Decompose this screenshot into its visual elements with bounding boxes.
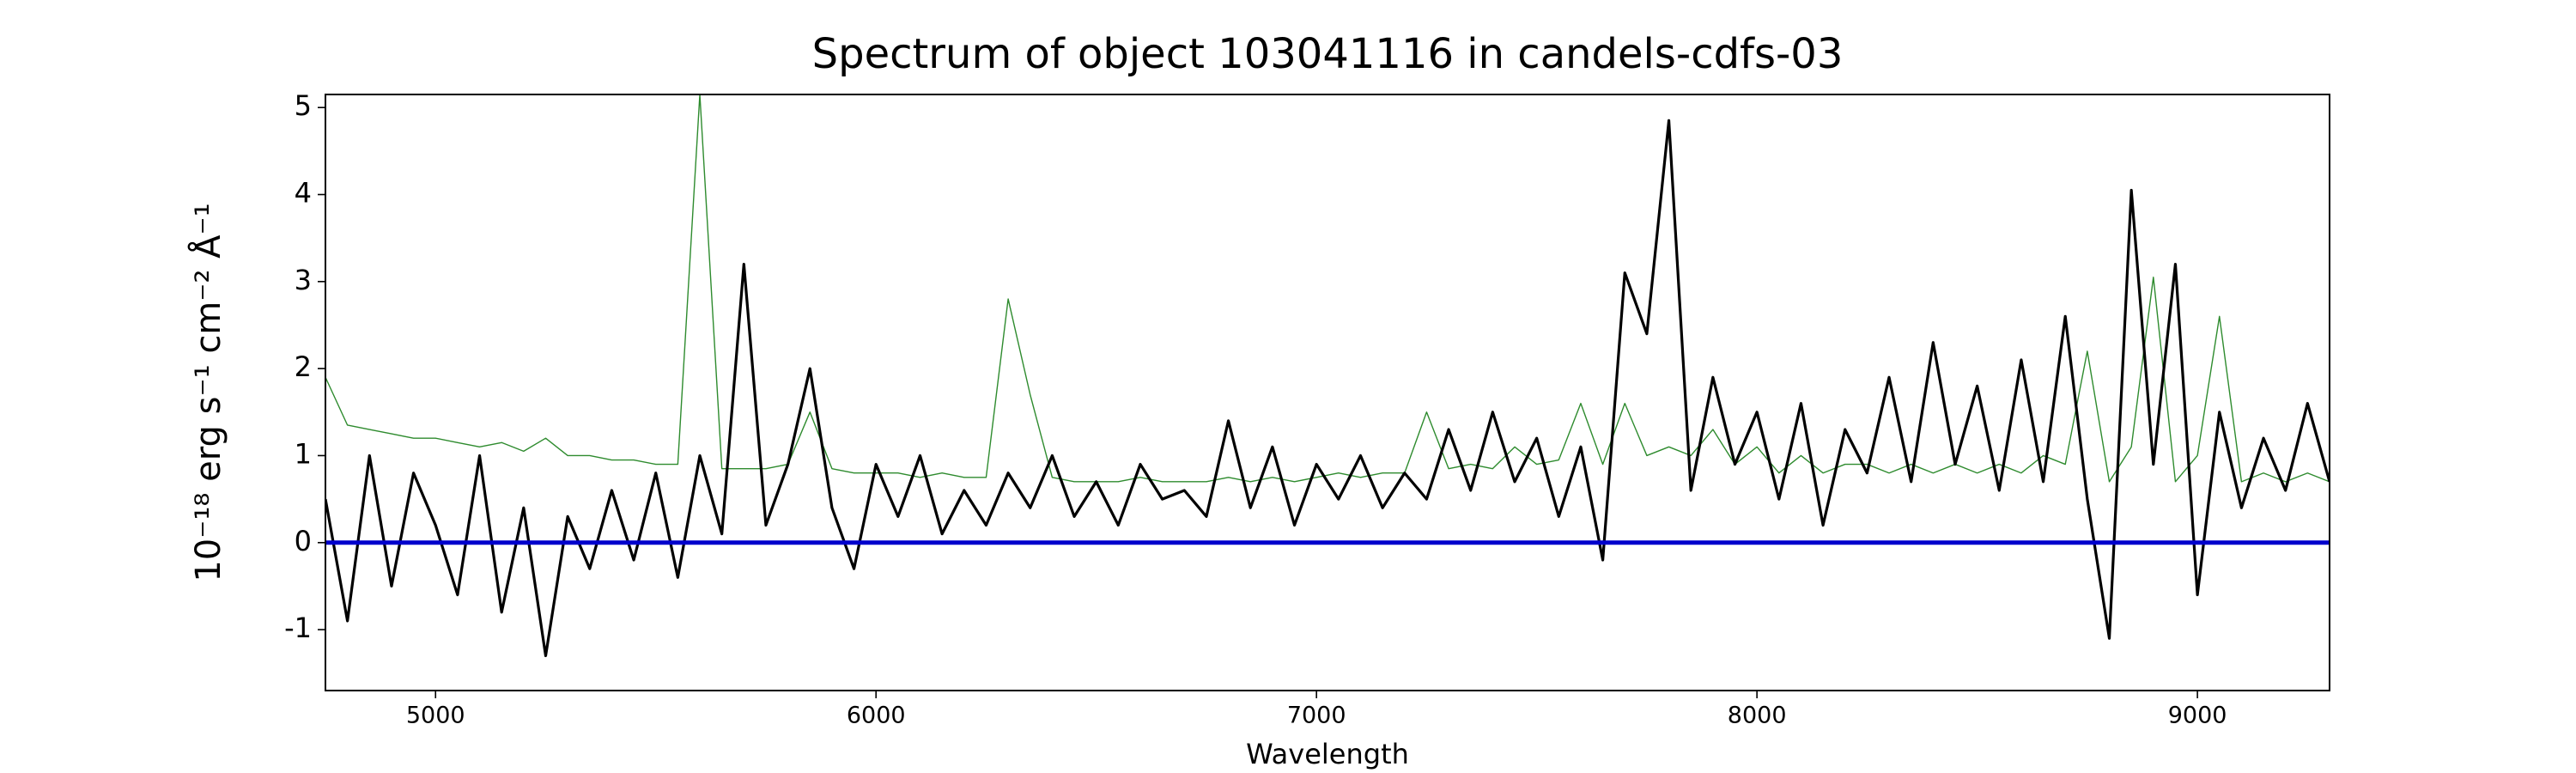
y-tick-label: -1 (284, 612, 312, 644)
y-axis-label: 10⁻¹⁸ erg s⁻¹ cm⁻² Å⁻¹ (187, 203, 228, 581)
x-tick-label: 5000 (406, 703, 465, 729)
plot-area (325, 94, 2330, 658)
y-tick-label: 3 (295, 264, 312, 296)
y-tick-label: 5 (295, 89, 312, 122)
chart-title: Spectrum of object 103041116 in candels-… (812, 30, 1844, 78)
x-tick-label: 6000 (847, 703, 906, 729)
x-axis-label: Wavelength (1246, 738, 1409, 770)
y-tick-label: 1 (295, 437, 312, 470)
x-tick-label: 8000 (1728, 703, 1787, 729)
y-tick-label: 0 (295, 525, 312, 557)
y-tick-label: 2 (295, 350, 312, 383)
x-tick-label: 7000 (1287, 703, 1346, 729)
spectrum-line (325, 94, 2330, 483)
spectrum-line (325, 119, 2330, 658)
x-tick-label: 9000 (2168, 703, 2227, 729)
y-tick-label: 4 (295, 177, 312, 210)
plot-frame (325, 94, 2330, 691)
